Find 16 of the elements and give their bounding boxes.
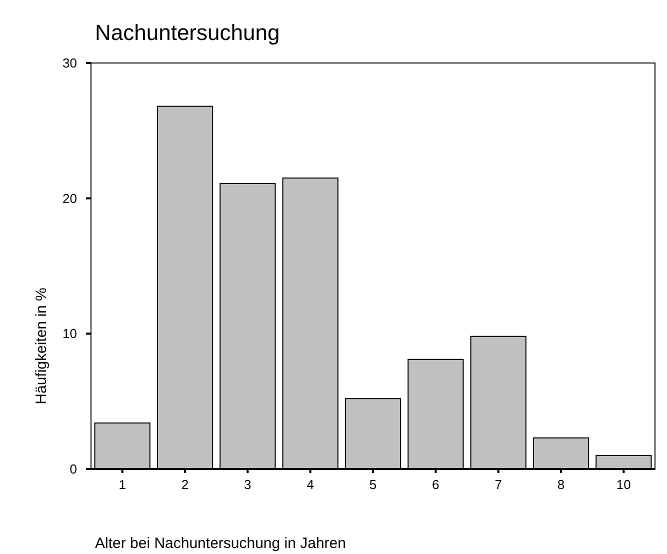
x-tick-label: 6 xyxy=(432,477,440,492)
x-axis-title: Alter bei Nachuntersuchung in Jahren xyxy=(95,535,346,552)
y-tick-label: 0 xyxy=(70,462,77,477)
y-tick-label: 30 xyxy=(62,56,77,71)
x-tick-label: 8 xyxy=(557,477,565,492)
x-tick-label: 3 xyxy=(244,477,252,492)
x-tick-label: 7 xyxy=(494,477,502,492)
x-tick-label: 2 xyxy=(181,477,189,492)
x-tick-label: 4 xyxy=(306,477,314,492)
x-tick-label: 5 xyxy=(369,477,377,492)
y-axis-title: Häufigkeiten in % xyxy=(33,288,50,404)
y-tick-label: 10 xyxy=(62,326,77,342)
chart-title: Nachuntersuchung xyxy=(95,20,280,45)
x-tick-label: 1 xyxy=(118,477,126,492)
y-tick-label: 20 xyxy=(62,190,77,206)
x-tick-label: 10 xyxy=(616,477,631,492)
